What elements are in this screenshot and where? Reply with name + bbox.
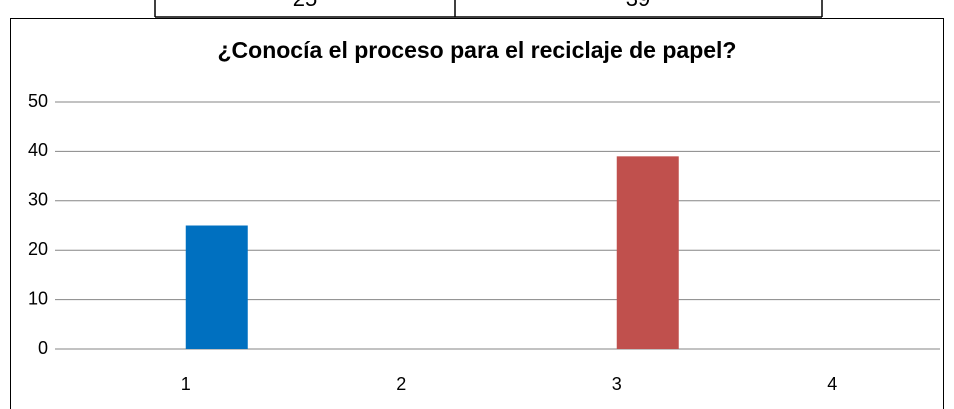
y-tick-label: 20 bbox=[28, 239, 48, 259]
table-cell: 25 bbox=[293, 0, 317, 11]
y-tick-label: 0 bbox=[38, 338, 48, 358]
y-tick-label: 40 bbox=[28, 140, 48, 160]
bar bbox=[616, 156, 679, 349]
bar bbox=[185, 225, 248, 349]
table-fragment: 25 39 bbox=[154, 0, 823, 18]
y-tick-label: 30 bbox=[28, 190, 48, 210]
y-tick-label: 50 bbox=[28, 91, 48, 111]
x-tick-label: 2 bbox=[396, 374, 406, 394]
y-tick-label: 10 bbox=[28, 288, 48, 308]
chart-border bbox=[10, 18, 944, 409]
x-tick-label: 1 bbox=[181, 374, 191, 394]
x-tick-label: 4 bbox=[827, 374, 837, 394]
chart-title: ¿Conocía el proceso para el reciclaje de… bbox=[218, 37, 737, 63]
x-tick-label: 3 bbox=[612, 374, 622, 394]
table-cell: 39 bbox=[626, 0, 650, 11]
